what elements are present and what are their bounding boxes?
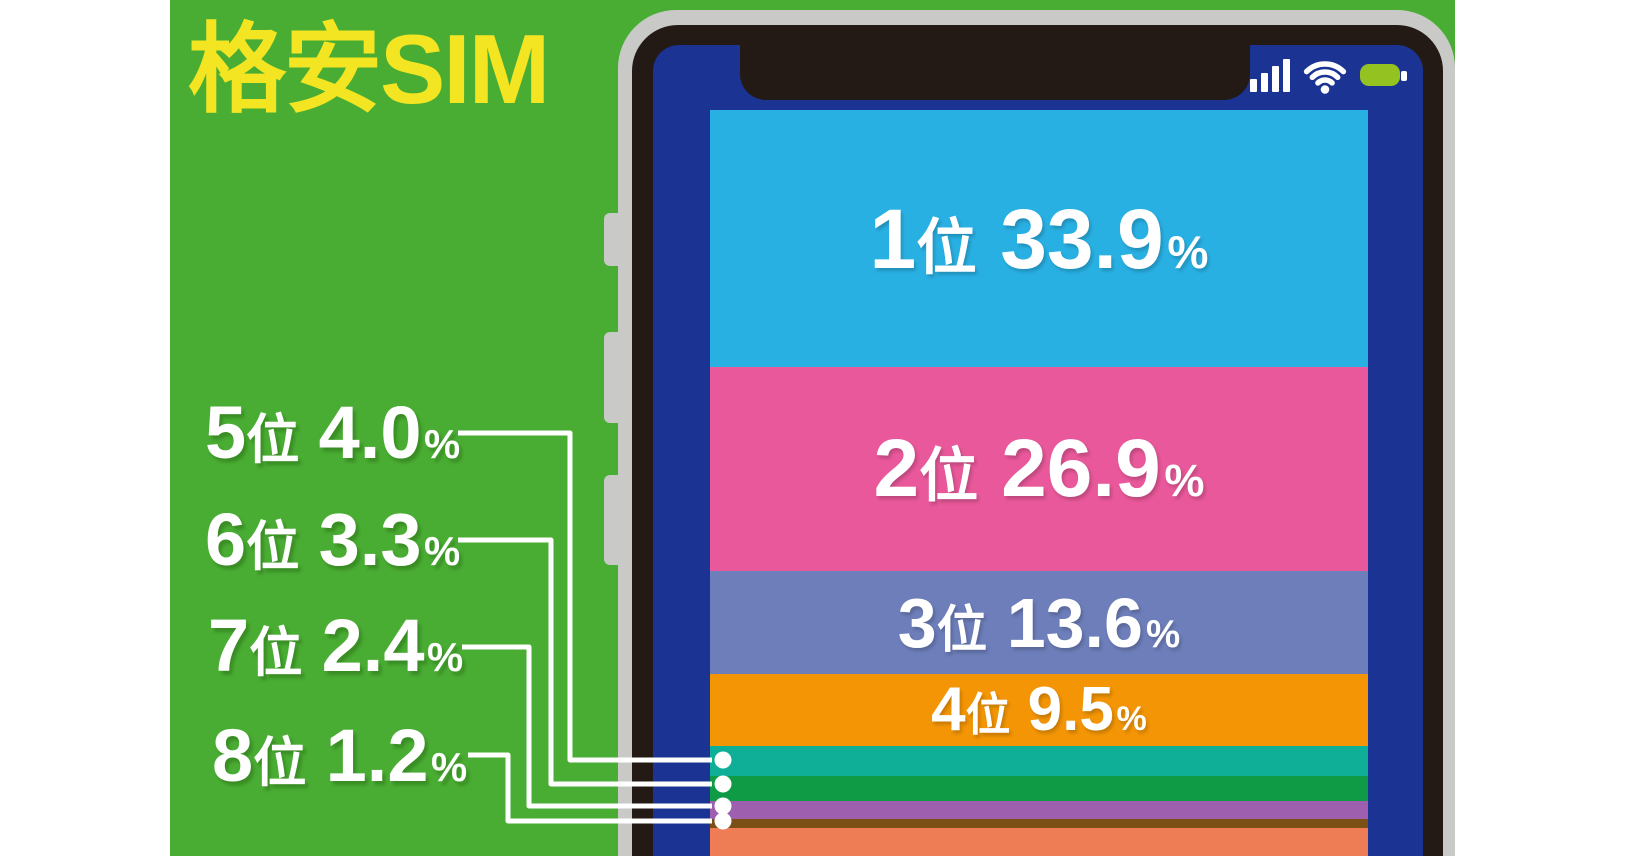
- bar-label-rank2: 2位 26.9%: [873, 423, 1205, 514]
- bar-segment-rank8: [710, 819, 1368, 828]
- bar-label-rank4: 4位 9.5%: [931, 675, 1147, 744]
- bar-segment-rank7: [710, 801, 1368, 819]
- wifi-icon: [1303, 61, 1347, 94]
- bar-segment-rank6: [710, 776, 1368, 801]
- bar-segment-others: [710, 828, 1368, 856]
- callout-label-rank7: 7位 2.4%: [208, 604, 464, 687]
- callout-label-rank8: 8位 1.2%: [212, 714, 468, 797]
- phone-screen: 1位 33.9% 2位 26.9% 3位 13.6% 4位 9.5%: [653, 45, 1423, 856]
- page-title: 格安SIM: [188, 14, 550, 124]
- bar-label-rank1: 1位 33.9%: [869, 191, 1209, 286]
- bar-segment-rank4: 4位 9.5%: [710, 674, 1368, 746]
- phone-volume-up-button: [604, 332, 622, 423]
- battery-icon: [1360, 63, 1407, 87]
- phone-mute-button: [604, 213, 622, 266]
- signal-icon: [1250, 58, 1290, 92]
- stacked-bar-chart: 1位 33.9% 2位 26.9% 3位 13.6% 4位 9.5%: [710, 110, 1368, 856]
- callout-label-rank6: 6位 3.3%: [205, 498, 461, 581]
- status-bar: [1250, 57, 1407, 94]
- phone-notch: [740, 45, 1250, 100]
- bar-segment-rank2: 2位 26.9%: [710, 367, 1368, 571]
- bar-segment-rank5: [710, 746, 1368, 776]
- bar-segment-rank3: 3位 13.6%: [710, 571, 1368, 674]
- bar-label-rank3: 3位 13.6%: [897, 583, 1181, 662]
- bar-segment-rank1: 1位 33.9%: [710, 110, 1368, 367]
- callout-label-rank5: 5位 4.0%: [205, 391, 461, 474]
